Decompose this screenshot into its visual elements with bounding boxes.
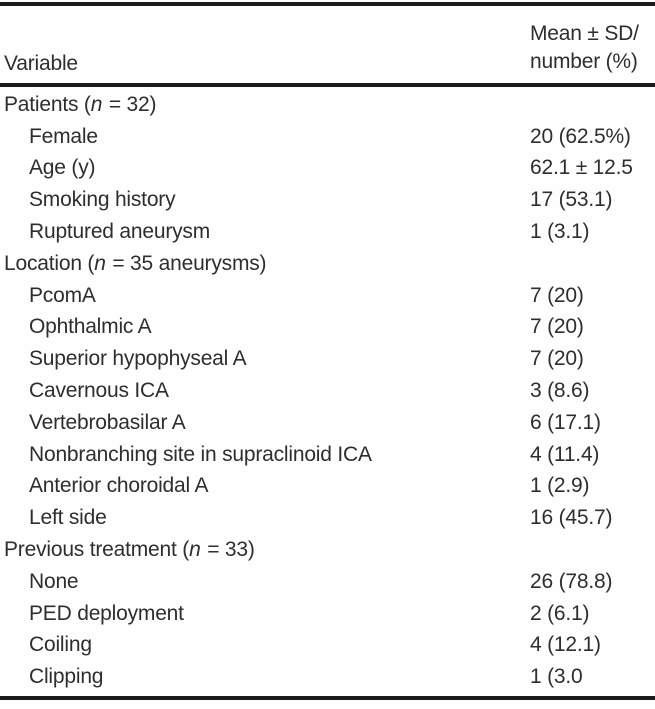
row-label: Nonbranching site in supraclinoid ICA (29, 442, 372, 466)
row-label: Ruptured aneurysm (29, 220, 211, 244)
table-row: PcomA 7 (20) (0, 280, 655, 312)
table-bottom-rule (0, 696, 655, 701)
column-header-mean-sd: Mean ± SD/ number (%) (530, 20, 639, 76)
row-value: 1 (3.0 (530, 665, 583, 689)
table-row: Patients (n = 32) (0, 89, 655, 121)
row-label: Coiling (29, 633, 92, 657)
row-value: 16 (45.7) (530, 506, 613, 530)
row-label: Superior hypophyseal A (29, 347, 247, 371)
row-label: Age (y) (29, 156, 96, 180)
table-row: Clipping 1 (3.0 (0, 661, 655, 693)
table-row: Female 20 (62.5%) (0, 121, 655, 153)
table-row: Ophthalmic A 7 (20) (0, 312, 655, 344)
table-row: Age (y) 62.1 ± 12.5 (0, 153, 655, 185)
table-row: None 26 (78.8) (0, 566, 655, 598)
row-value: 6 (17.1) (530, 410, 601, 434)
row-label: Location (n = 35 aneurysms) (4, 251, 267, 275)
row-label: Anterior choroidal A (29, 474, 209, 498)
row-value: 4 (12.1) (530, 633, 601, 657)
row-label: Ophthalmic A (29, 315, 152, 339)
row-label: Left side (29, 506, 107, 530)
table-row: Nonbranching site in supraclinoid ICA 4 (… (0, 439, 655, 471)
table-row: Location (n = 35 aneurysms) (0, 248, 655, 280)
table-row: PED deployment 2 (6.1) (0, 598, 655, 630)
table-row: Superior hypophyseal A 7 (20) (0, 343, 655, 375)
column-header-mean-sd-line1: Mean ± SD/ (530, 22, 639, 45)
row-value: 2 (6.1) (530, 601, 590, 625)
row-value: 1 (3.1) (530, 220, 590, 244)
row-label: Smoking history (29, 188, 176, 212)
table-header: Variable Mean ± SD/ number (%) (0, 6, 655, 83)
table-row: Cavernous ICA 3 (8.6) (0, 375, 655, 407)
table-row: Anterior choroidal A 1 (2.9) (0, 471, 655, 503)
row-value: 7 (20) (530, 347, 584, 371)
row-label: None (29, 569, 79, 593)
table-row: Coiling 4 (12.1) (0, 630, 655, 662)
row-label: Previous treatment (n = 33) (4, 538, 255, 562)
row-value: 7 (20) (530, 315, 584, 339)
row-value: 62.1 ± 12.5 (530, 156, 633, 180)
table-row: Smoking history 17 (53.1) (0, 184, 655, 216)
row-value: 7 (20) (530, 283, 584, 307)
row-value: 26 (78.8) (530, 569, 613, 593)
table-header-rule (0, 83, 655, 87)
row-value: 20 (62.5%) (530, 124, 631, 148)
row-label: Vertebrobasilar A (29, 410, 186, 434)
table-body: Patients (n = 32) Female 20 (62.5%) Age (y)… (0, 87, 655, 693)
row-label: Patients (n = 32) (4, 92, 157, 116)
row-value: 17 (53.1) (530, 188, 613, 212)
table-row: Vertebrobasilar A 6 (17.1) (0, 407, 655, 439)
column-header-mean-sd-line2: number (%) (530, 50, 638, 73)
table-row: Ruptured aneurysm 1 (3.1) (0, 216, 655, 248)
table-row: Previous treatment (n = 33) (0, 534, 655, 566)
row-label: PcomA (29, 283, 96, 307)
table-top-rule (0, 2, 655, 6)
row-value: 1 (2.9) (530, 474, 590, 498)
row-label: Cavernous ICA (29, 379, 169, 403)
row-label: Clipping (29, 665, 104, 689)
row-label: PED deployment (29, 601, 184, 625)
row-value: 3 (8.6) (530, 379, 590, 403)
column-header-variable: Variable (4, 52, 78, 75)
table-row: Left side 16 (45.7) (0, 502, 655, 534)
row-label: Female (29, 124, 98, 148)
row-value: 4 (11.4) (530, 442, 600, 466)
